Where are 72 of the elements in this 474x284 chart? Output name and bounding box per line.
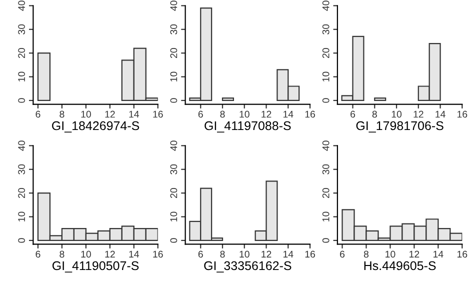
x-tick-label: 12 bbox=[262, 250, 272, 258]
y-tick-label: 20 bbox=[322, 48, 330, 58]
x-tick-label: 14 bbox=[283, 250, 294, 258]
y-tick-label: 30 bbox=[322, 24, 330, 34]
x-tick-label: 10 bbox=[240, 110, 250, 118]
x-tick-label: 10 bbox=[386, 250, 396, 258]
x-tick-label: 14 bbox=[434, 250, 444, 258]
x-tick-label: 14 bbox=[129, 250, 140, 258]
x-tick-label: 6 bbox=[36, 250, 40, 258]
x-axis-title: GI_17981706-S bbox=[356, 121, 444, 133]
y-tick-label: 10 bbox=[322, 72, 330, 82]
y-tick-label: 30 bbox=[322, 164, 330, 174]
x-tick-label: 10 bbox=[81, 250, 91, 258]
x-tick-label: 8 bbox=[60, 110, 64, 118]
x-tick-label: 12 bbox=[414, 110, 424, 118]
x-axis-title: GI_41190507-S bbox=[52, 261, 139, 272]
x-tick-label: 16 bbox=[153, 250, 163, 258]
y-tick-label: 30 bbox=[18, 164, 26, 174]
y-tick-label: 0 bbox=[322, 98, 330, 103]
x-tick-label: 12 bbox=[262, 110, 272, 118]
y-tick-label: 20 bbox=[170, 48, 178, 58]
y-tick-label: 40 bbox=[322, 140, 330, 151]
y-tick-label: 10 bbox=[170, 72, 178, 82]
x-tick-label: 10 bbox=[81, 110, 91, 118]
x-tick-label: 6 bbox=[198, 250, 203, 258]
y-tick-label: 0 bbox=[170, 98, 178, 103]
y-tick-label: 10 bbox=[18, 72, 26, 82]
y-tick-label: 10 bbox=[322, 212, 330, 222]
y-tick-label: 40 bbox=[18, 0, 26, 11]
y-tick-label: 20 bbox=[170, 188, 178, 198]
x-tick-label: 6 bbox=[350, 110, 356, 118]
y-tick-label: 0 bbox=[18, 238, 26, 243]
x-tick-label: 12 bbox=[105, 250, 115, 258]
y-tick-label: 30 bbox=[18, 24, 26, 34]
x-axis-title: GI_41197088-S bbox=[204, 121, 291, 133]
x-tick-label: 14 bbox=[436, 110, 446, 118]
x-tick-label: 16 bbox=[457, 110, 468, 118]
y-tick-label: 40 bbox=[322, 0, 330, 11]
y-tick-label: 20 bbox=[322, 188, 330, 198]
x-tick-label: 6 bbox=[340, 250, 345, 258]
x-tick-label: 6 bbox=[198, 110, 203, 118]
y-tick-label: 40 bbox=[18, 140, 26, 151]
y-tick-label: 40 bbox=[170, 140, 178, 151]
x-tick-label: 8 bbox=[220, 250, 225, 258]
x-tick-label: 8 bbox=[220, 110, 225, 118]
y-tick-label: 10 bbox=[18, 212, 26, 222]
x-tick-label: 8 bbox=[60, 250, 64, 258]
y-tick-label: 40 bbox=[170, 0, 178, 11]
x-tick-label: 6 bbox=[36, 110, 40, 118]
x-axis-title: GI_33356162-S bbox=[204, 261, 292, 272]
x-tick-label: 10 bbox=[392, 110, 402, 118]
y-tick-label: 20 bbox=[18, 188, 26, 198]
x-tick-label: 16 bbox=[457, 250, 468, 258]
y-tick-label: 20 bbox=[18, 48, 26, 58]
x-tick-label: 16 bbox=[305, 250, 315, 258]
x-tick-label: 16 bbox=[305, 110, 315, 118]
y-tick-label: 10 bbox=[170, 212, 178, 222]
x-tick-label: 8 bbox=[372, 110, 377, 118]
x-tick-label: 8 bbox=[364, 250, 369, 258]
y-tick-label: 0 bbox=[322, 238, 330, 243]
y-tick-label: 0 bbox=[18, 98, 26, 103]
y-tick-label: 0 bbox=[170, 238, 178, 243]
y-tick-label: 30 bbox=[170, 24, 178, 34]
x-tick-label: 14 bbox=[129, 110, 140, 118]
x-tick-label: 12 bbox=[105, 110, 115, 118]
x-tick-label: 12 bbox=[410, 250, 420, 258]
x-axis-title: Hs.449605-S bbox=[364, 261, 436, 270]
y-tick-label: 30 bbox=[170, 164, 178, 174]
x-tick-label: 16 bbox=[153, 110, 163, 118]
x-tick-label: 10 bbox=[240, 250, 250, 258]
x-tick-label: 14 bbox=[283, 110, 294, 118]
x-axis-title: GI_18426974-S bbox=[52, 121, 140, 133]
